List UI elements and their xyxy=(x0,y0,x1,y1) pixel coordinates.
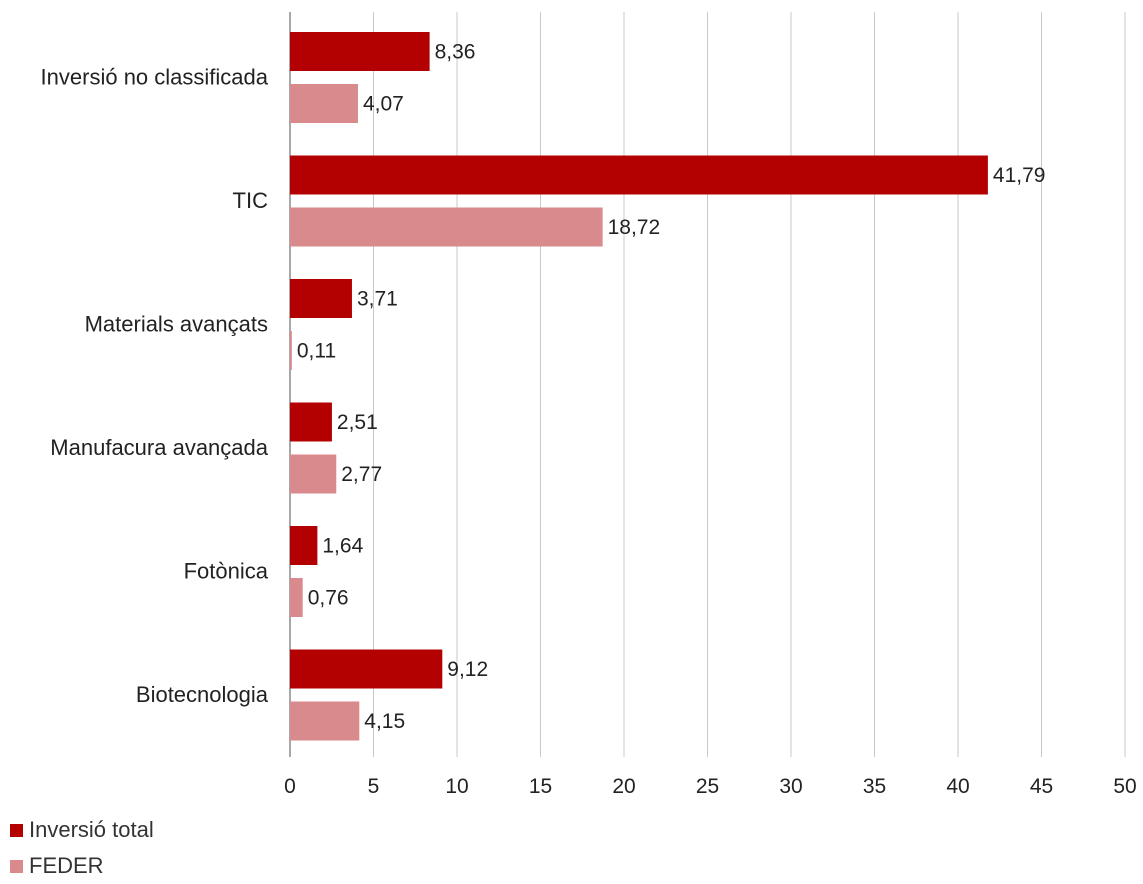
bar xyxy=(290,526,318,565)
x-tick-label: 40 xyxy=(946,775,969,798)
category-label: Biotecnologia xyxy=(136,682,269,707)
legend-item-feder: FEDER xyxy=(10,848,154,884)
legend-item-inversio-total: Inversió total xyxy=(10,812,154,848)
category-labels: Inversió no classificada TIC Materials ava… xyxy=(41,65,269,708)
data-label: 8,36 xyxy=(435,41,476,64)
bar xyxy=(290,32,430,71)
x-tick-label: 50 xyxy=(1113,775,1136,798)
category-label: Materials avançats xyxy=(85,312,268,337)
x-tick-label: 20 xyxy=(612,775,635,798)
bar xyxy=(290,649,443,689)
x-tick-label: 15 xyxy=(529,775,552,798)
x-tick-label: 5 xyxy=(368,775,380,798)
x-tick-label: 25 xyxy=(696,775,719,798)
x-tick-label: 10 xyxy=(445,775,468,798)
data-label: 2,51 xyxy=(337,411,378,434)
value-labels: 8,36 4,07 41,79 18,72 3,71 0,11 2,51 2,77 1,64 0,… xyxy=(297,41,1046,734)
legend-label: Inversió total xyxy=(29,817,154,842)
category-label: Manufacura avançada xyxy=(50,435,268,460)
bar xyxy=(290,207,603,247)
legend-swatch-inversio-total xyxy=(10,823,23,837)
x-tick-label: 35 xyxy=(863,775,886,798)
data-label: 4,07 xyxy=(363,93,404,116)
bar xyxy=(290,454,337,494)
category-label: TIC xyxy=(233,188,269,213)
x-tick-label: 30 xyxy=(779,775,802,798)
x-tick-label: 0 xyxy=(284,775,296,798)
bar xyxy=(290,279,352,318)
gridlines xyxy=(289,12,1126,757)
category-label: Fotònica xyxy=(184,559,269,584)
category-label: Inversió no classificada xyxy=(41,65,269,90)
legend-label: FEDER xyxy=(29,853,104,878)
x-axis-tick-labels: 0 5 10 15 20 25 30 35 40 45 50 xyxy=(284,775,1137,798)
data-label: 41,79 xyxy=(993,164,1046,187)
legend: Inversió total FEDER xyxy=(10,812,154,884)
bars xyxy=(290,32,988,741)
data-label: 18,72 xyxy=(608,216,661,239)
bar xyxy=(290,402,332,442)
legend-swatch-feder xyxy=(10,859,23,873)
bar xyxy=(290,578,303,617)
bar xyxy=(290,84,358,123)
bar-chart: 8,36 4,07 41,79 18,72 3,71 0,11 2,51 2,77 1,64 0,… xyxy=(41,12,1137,798)
x-tick-label: 45 xyxy=(1030,775,1053,798)
bar xyxy=(290,701,360,741)
data-label: 4,15 xyxy=(364,710,405,733)
data-label: 9,12 xyxy=(447,658,488,681)
data-label: 3,71 xyxy=(357,288,398,311)
data-label: 1,64 xyxy=(322,535,363,558)
bar xyxy=(290,331,292,370)
data-label: 0,11 xyxy=(297,340,336,363)
bar xyxy=(290,155,988,195)
data-label: 0,76 xyxy=(308,587,349,610)
data-label: 2,77 xyxy=(341,463,382,486)
